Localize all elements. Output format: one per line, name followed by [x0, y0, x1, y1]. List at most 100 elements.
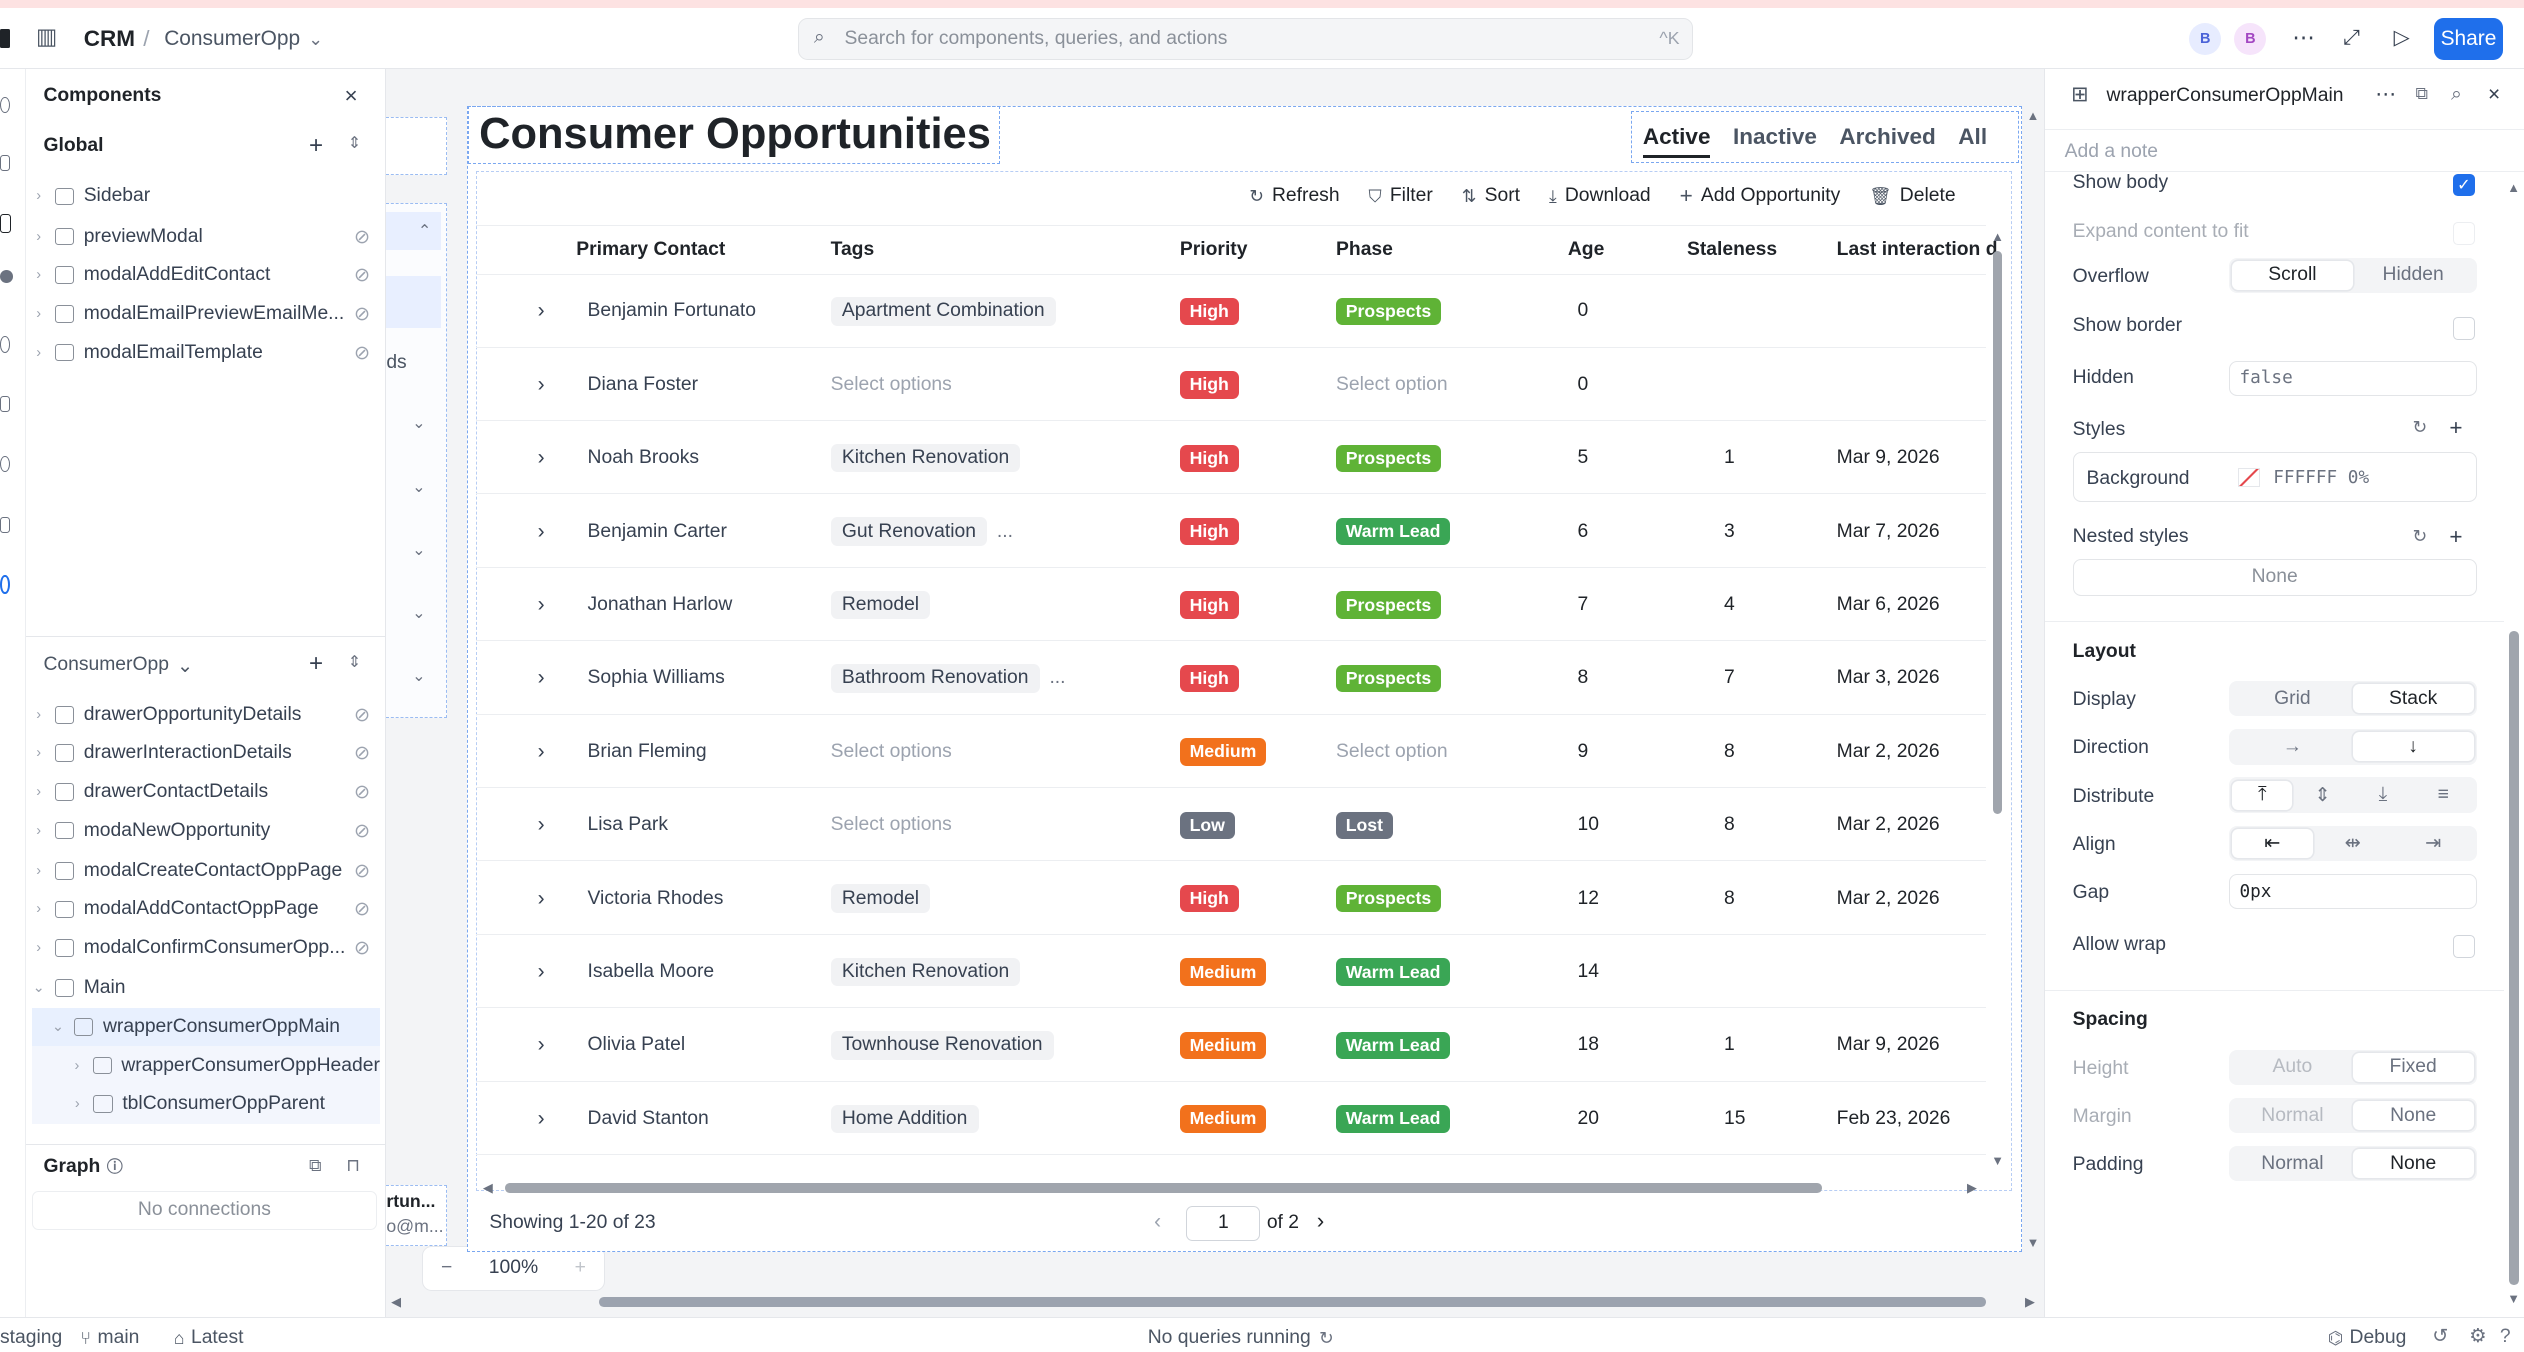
- scrollbar-thumb[interactable]: [2508, 630, 2519, 1285]
- tags-placeholder[interactable]: Select options: [830, 814, 952, 836]
- tree-item[interactable]: › previewModal ⊘: [26, 217, 383, 256]
- primary-contact-cell[interactable]: Jonathan Harlow: [587, 594, 733, 616]
- tags-placeholder[interactable]: Select options: [830, 740, 952, 762]
- tree-item[interactable]: › modaNewOpportunity ⊘: [26, 811, 383, 850]
- info-icon[interactable]: ⓘ: [106, 1157, 123, 1176]
- background-style-row[interactable]: Background FFFFFF 0%: [2072, 452, 2477, 503]
- priority-badge[interactable]: Medium: [1179, 738, 1267, 766]
- add-opportunity-button[interactable]: + Add Opportunity: [1680, 184, 1841, 208]
- primary-contact-cell[interactable]: Isabella Moore: [587, 961, 715, 983]
- display-grid[interactable]: Grid: [2274, 687, 2311, 709]
- height-auto[interactable]: Auto: [2272, 1056, 2313, 1078]
- docs-icon[interactable]: ⧉: [2415, 83, 2429, 104]
- height-fixed[interactable]: Fixed: [2352, 1052, 2474, 1082]
- tags-placeholder[interactable]: Select options: [830, 373, 952, 395]
- priority-badge[interactable]: Medium: [1179, 1105, 1267, 1133]
- allow-wrap-checkbox[interactable]: [2452, 935, 2476, 958]
- expand-row-icon[interactable]: ›: [537, 519, 545, 543]
- more-options-icon[interactable]: ⋯: [2375, 83, 2397, 107]
- distribute-center-icon[interactable]: ⇕: [2314, 785, 2331, 807]
- primary-contact-cell[interactable]: Noah Brooks: [587, 447, 700, 469]
- avatar[interactable]: B: [2234, 22, 2267, 55]
- primary-contact-cell[interactable]: Benjamin Fortunato: [587, 300, 756, 322]
- hidden-eye-icon[interactable]: ⊘: [354, 226, 371, 248]
- phase-badge[interactable]: Prospects: [1336, 591, 1441, 619]
- zoom-level[interactable]: 100%: [488, 1257, 539, 1279]
- page-number-input[interactable]: 1: [1186, 1205, 1261, 1242]
- table-row[interactable]: › Diana Foster Select options High Select op…: [476, 349, 1987, 422]
- hidden-eye-icon[interactable]: ⊘: [354, 303, 371, 325]
- padding-normal[interactable]: Normal: [2261, 1152, 2324, 1174]
- scroll-right-arrow-icon[interactable]: ▶: [2024, 1294, 2035, 1310]
- reset-icon[interactable]: ↻: [2412, 416, 2428, 437]
- expand-row-icon[interactable]: ›: [537, 960, 545, 984]
- expand-icon[interactable]: ⤢: [2343, 26, 2361, 50]
- scrollbar-thumb[interactable]: [505, 1183, 1823, 1193]
- tab-archived[interactable]: Archived: [1839, 123, 1936, 149]
- collapse-icon[interactable]: ⇕: [347, 134, 362, 153]
- show-body-checkbox[interactable]: ✓: [2452, 173, 2476, 197]
- offscreen-frame[interactable]: ⌃ ds ⌄ ⌄ ⌄ ⌄ ⌄: [386, 202, 448, 718]
- distribute-start-icon[interactable]: ⤒: [2232, 780, 2293, 810]
- scroll-left-arrow-icon[interactable]: ◀: [482, 1179, 493, 1195]
- search-icon[interactable]: ⌕: [2450, 84, 2462, 106]
- expand-row-icon[interactable]: ›: [537, 739, 545, 763]
- chevron-down-icon[interactable]: ⌄: [412, 666, 426, 685]
- more-options-icon[interactable]: ⋯: [2292, 25, 2315, 51]
- help-icon[interactable]: ?: [2499, 1326, 2511, 1348]
- offscreen-frame[interactable]: rtun... o@m...: [386, 1184, 448, 1246]
- tag-chip[interactable]: Remodel: [830, 590, 931, 620]
- expand-row-icon[interactable]: ›: [537, 299, 545, 323]
- tree-item[interactable]: › modalAddContactOppPage ⊘: [26, 890, 383, 929]
- tag-chip[interactable]: Home Addition: [830, 1104, 979, 1134]
- expand-row-icon[interactable]: ›: [537, 1106, 545, 1130]
- priority-badge[interactable]: High: [1179, 591, 1239, 619]
- add-icon[interactable]: +: [2449, 414, 2463, 440]
- priority-badge[interactable]: High: [1179, 444, 1239, 472]
- primary-contact-cell[interactable]: Olivia Patel: [587, 1034, 686, 1056]
- tag-chip[interactable]: Gut Renovation: [830, 517, 988, 546]
- table-row[interactable]: › Lisa Park Select options Low Lost 10 8 Mar 2,…: [476, 789, 1987, 862]
- priority-badge[interactable]: High: [1179, 664, 1239, 693]
- expand-checkbox[interactable]: [2452, 222, 2476, 245]
- tag-chip[interactable]: Bathroom Renovation: [830, 664, 1040, 693]
- scrollbar-thumb[interactable]: [1992, 251, 2003, 815]
- phase-badge[interactable]: Lost: [1336, 811, 1393, 839]
- chevron-up-icon[interactable]: ⌃: [386, 211, 442, 251]
- prev-page-icon[interactable]: ‹: [1154, 1210, 1162, 1234]
- distribute-between-icon[interactable]: ≡: [2437, 784, 2449, 806]
- tree-item[interactable]: › drawerInteractionDetails ⊘: [26, 734, 383, 773]
- expand-row-icon[interactable]: ›: [537, 813, 545, 837]
- tag-chip[interactable]: Townhouse Renovation: [830, 1031, 1054, 1060]
- chevron-down-icon[interactable]: ⌄: [412, 414, 426, 433]
- help-icon[interactable]: [0, 574, 10, 594]
- priority-badge[interactable]: Medium: [1179, 1031, 1267, 1060]
- nested-styles-value[interactable]: None: [2072, 558, 2477, 596]
- sort-button[interactable]: ⇅ Sort: [1462, 185, 1520, 208]
- margin-none[interactable]: None: [2352, 1101, 2474, 1130]
- primary-contact-cell[interactable]: Brian Fleming: [587, 740, 707, 762]
- preview-play-icon[interactable]: ▷: [2393, 26, 2410, 50]
- phase-badge[interactable]: Prospects: [1336, 444, 1441, 472]
- scroll-down-arrow-icon[interactable]: ▼: [1991, 1152, 2004, 1168]
- table-row[interactable]: › Olivia Patel Townhouse Renovation Medium W…: [476, 1009, 1987, 1082]
- tree-item[interactable]: › Sidebar: [26, 177, 383, 216]
- distribute-end-icon[interactable]: ⤓: [2378, 784, 2388, 806]
- phase-badge[interactable]: Prospects: [1336, 664, 1441, 693]
- priority-badge[interactable]: High: [1179, 371, 1239, 399]
- arrow-right-icon[interactable]: →: [2282, 735, 2303, 757]
- history-icon[interactable]: ↺: [2432, 1326, 2449, 1348]
- close-icon[interactable]: ×: [344, 83, 358, 109]
- tree-item[interactable]: › modalAddEditContact ⊘: [26, 256, 383, 295]
- scroll-right-arrow-icon[interactable]: ▶: [1967, 1179, 1977, 1195]
- expand-row-icon[interactable]: ›: [537, 886, 545, 910]
- tag-chip[interactable]: Kitchen Renovation: [830, 444, 1021, 473]
- refresh-button[interactable]: ↻ Refresh: [1249, 185, 1339, 208]
- zoom-in-button[interactable]: +: [574, 1257, 586, 1279]
- canvas-vertical-scrollbar[interactable]: ▲ ▼: [2027, 108, 2043, 1293]
- debug-button[interactable]: ⌬ Debug: [2328, 1327, 2407, 1349]
- tab-active[interactable]: Active: [1642, 124, 1711, 158]
- phase-badge[interactable]: Warm Lead: [1336, 1031, 1451, 1060]
- rail-icon[interactable]: [0, 395, 10, 413]
- priority-badge[interactable]: High: [1179, 884, 1239, 913]
